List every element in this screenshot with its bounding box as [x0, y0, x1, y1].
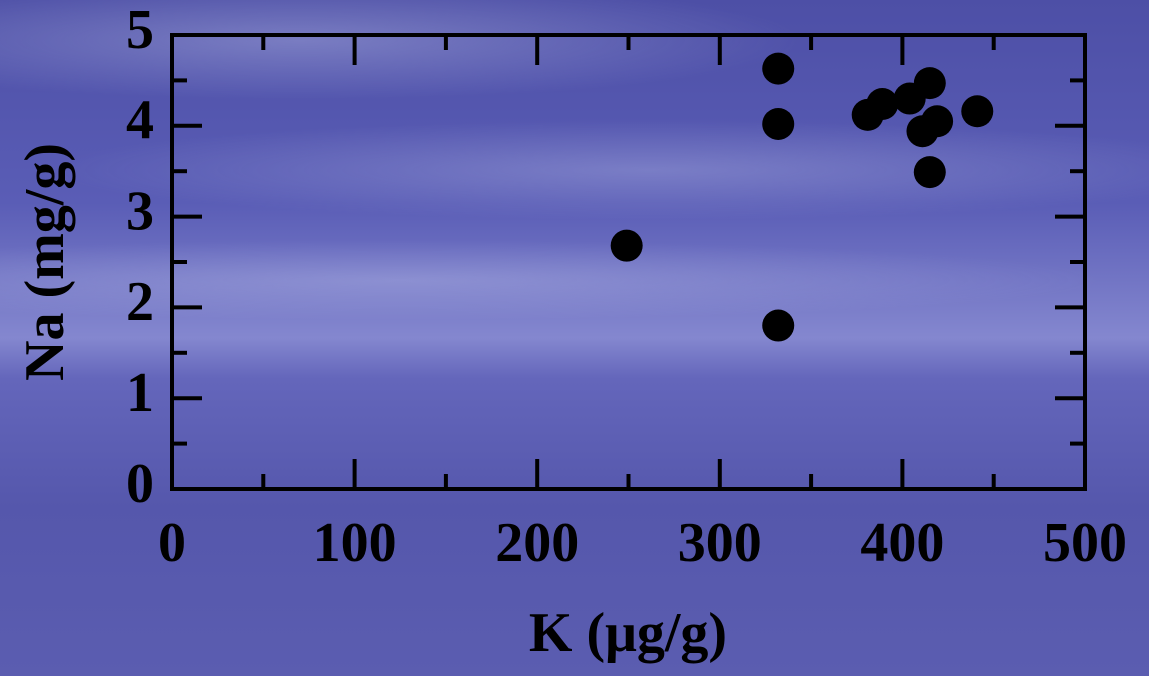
data-point [610, 229, 643, 262]
x-tick-label: 500 [1043, 512, 1127, 574]
x-tick-label: 0 [158, 512, 186, 574]
data-point [762, 309, 795, 342]
data-point [961, 95, 994, 128]
y-tick-label: 0 [126, 453, 154, 515]
y-axis-label: Na (mg/g) [14, 143, 76, 381]
y-tick-label: 4 [126, 90, 154, 152]
y-tick-label: 3 [126, 180, 154, 242]
data-point [866, 88, 899, 121]
y-tick-label: 1 [126, 362, 154, 424]
data-point [921, 105, 954, 138]
y-tick-label: 2 [126, 271, 154, 333]
plot-frame [170, 33, 1087, 491]
data-point [913, 156, 946, 189]
x-tick-label: 400 [860, 512, 944, 574]
x-tick-label: 300 [678, 512, 762, 574]
data-point [762, 107, 795, 140]
y-tick-label: 5 [126, 0, 154, 61]
x-axis-label: K (μg/g) [529, 602, 727, 664]
data-point [913, 67, 946, 100]
data-point [762, 52, 795, 85]
x-tick-label: 100 [313, 512, 397, 574]
x-tick-label: 200 [495, 512, 579, 574]
